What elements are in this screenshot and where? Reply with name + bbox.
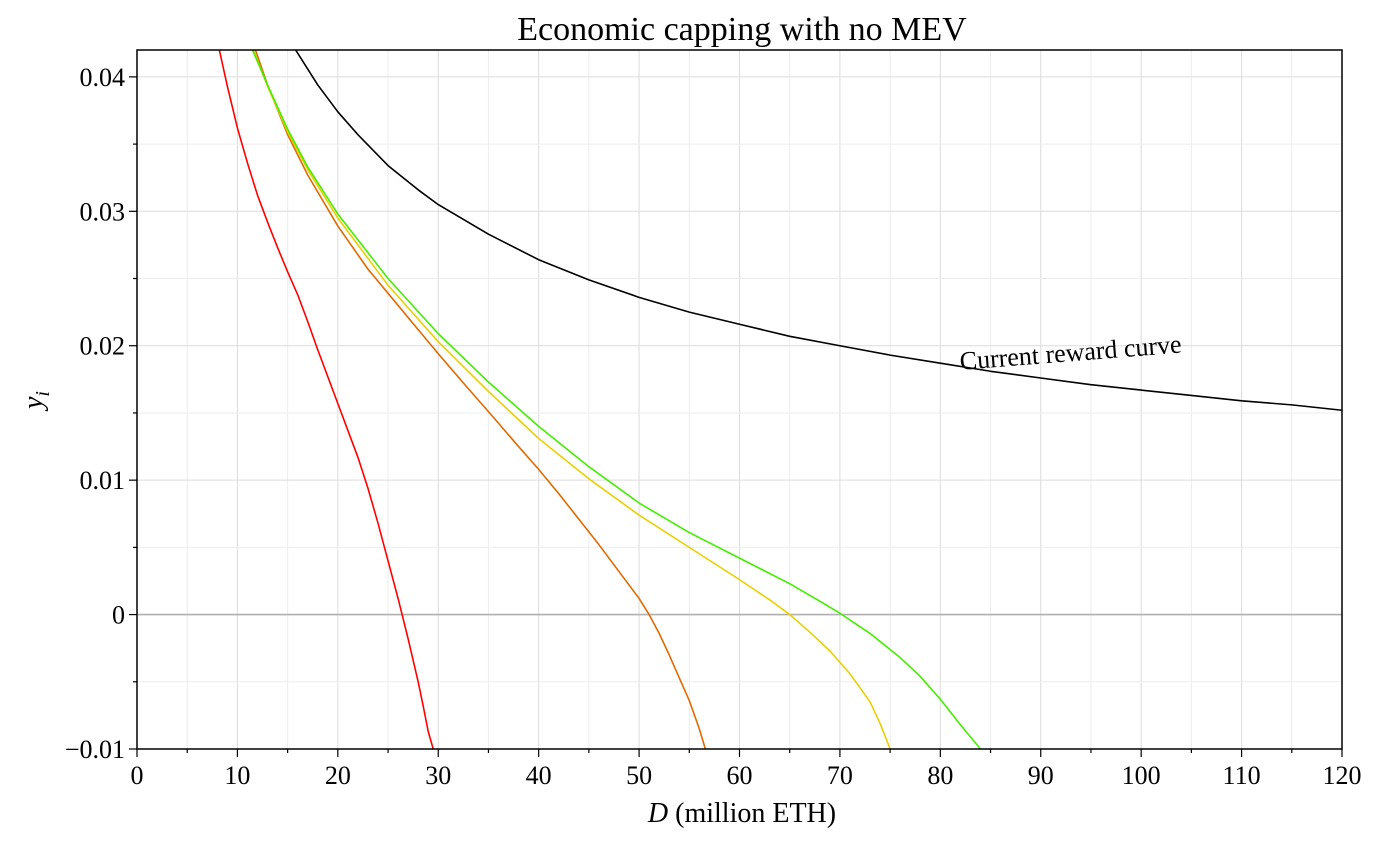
x-tick-labels: 0 10 20 30 40 50 60 70 80 90 100 110 120 [131, 761, 1362, 790]
y-axis-variable: y [18, 396, 49, 412]
axis-ticks [129, 76, 1343, 757]
y-axis-subscript: i [32, 391, 54, 397]
y-tick-label: 0.01 [80, 466, 126, 495]
x-tick-label: 40 [526, 761, 552, 790]
x-tick-label: 0 [131, 761, 144, 790]
y-tick-labels: −0.01 0 0.01 0.02 0.03 0.04 [65, 63, 125, 764]
y-tick-label: 0.04 [80, 63, 126, 92]
x-tick-label: 60 [727, 761, 753, 790]
x-axis-unit: (million ETH) [668, 798, 836, 829]
x-axis-variable: D [647, 798, 668, 829]
x-tick-label: 100 [1122, 761, 1161, 790]
series-lines [218, 50, 1342, 749]
series-line-2 [254, 50, 707, 749]
series-line-0 [294, 50, 1342, 412]
grid-lines [136, 50, 1343, 750]
x-tick-label: 20 [325, 761, 351, 790]
curve-annotation-label: Current reward curve [959, 330, 1183, 376]
y-tick-label: 0.03 [80, 197, 126, 226]
y-tick-label: −0.01 [65, 735, 125, 764]
y-tick-label: 0.02 [80, 332, 126, 361]
y-axis-label: yi [18, 391, 54, 412]
x-tick-label: 110 [1223, 761, 1261, 790]
x-tick-label: 120 [1323, 761, 1362, 790]
chart-title: Economic capping with no MEV [517, 11, 967, 48]
series-line-1 [218, 50, 434, 749]
annotations: Current reward curve [959, 330, 1183, 376]
x-tick-label: 50 [626, 761, 652, 790]
x-tick-label: 30 [425, 761, 451, 790]
x-tick-label: 70 [827, 761, 853, 790]
y-tick-label: 0 [112, 601, 125, 630]
x-tick-label: 80 [927, 761, 953, 790]
series-line-4 [251, 50, 982, 749]
series-line-3 [252, 50, 891, 749]
x-tick-label: 90 [1028, 761, 1054, 790]
x-tick-label: 10 [224, 761, 250, 790]
x-axis-label: D (million ETH) [647, 798, 836, 829]
